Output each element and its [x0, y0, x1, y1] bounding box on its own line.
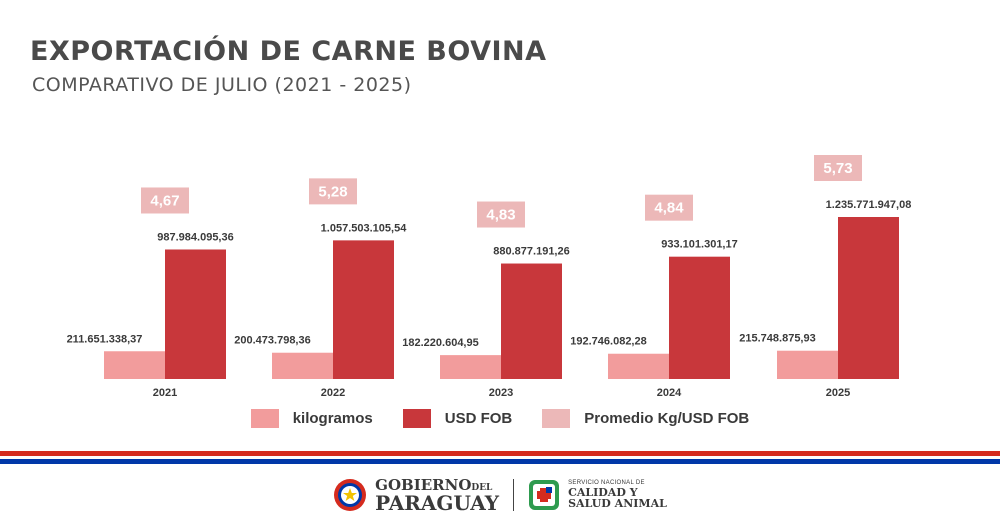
bar-kilogramos-2024	[608, 353, 669, 379]
label-promedio-2024: 4,84	[654, 200, 684, 217]
label-kilogramos-2022: 200.473.798,36	[234, 335, 310, 347]
badge-promedio-2023	[477, 201, 525, 228]
flag-stripe-white	[0, 456, 1000, 459]
flag-stripe-red	[0, 451, 1000, 456]
gov-line2: PARAGUAY	[375, 490, 500, 515]
chart-legend: kilogramos USD FOB Promedio Kg/USD FOB	[0, 409, 1000, 428]
bar-usd-fob-2023	[501, 263, 562, 379]
legend-swatch-usd-fob	[402, 409, 431, 428]
label-usd-fob-2022: 1.057.503.105,54	[321, 222, 408, 234]
senacsa-line1: SERVICIO NACIONAL DE	[568, 480, 645, 487]
senacsa-logo-icon	[529, 480, 560, 510]
legend-item-kilogramos: kilogramos	[250, 409, 373, 428]
label-promedio-2025: 5,73	[823, 160, 852, 177]
legend-label-usd-fob: USD FOB	[444, 410, 513, 427]
label-kilogramos-2021: 211.651.338,37	[67, 333, 143, 345]
legend-label-promedio: Promedio Kg/USD FOB	[584, 410, 750, 427]
bar-kilogramos-2023	[440, 355, 501, 379]
badge-promedio-2025	[814, 155, 862, 181]
legend-swatch-promedio	[542, 409, 571, 428]
bar-usd-fob-2025	[838, 217, 899, 379]
bar-usd-fob-2024	[669, 256, 730, 379]
bar-usd-fob-2022	[333, 240, 394, 379]
label-kilogramos-2024: 192.746.082,28	[570, 336, 646, 348]
bar-usd-fob-2021	[165, 249, 226, 379]
footer-logos: GOBIERNODEL PARAGUAY SERVICIO NACIONAL D…	[0, 470, 1000, 520]
x-tick-label-2024: 2024	[657, 387, 682, 399]
label-promedio-2022: 5,28	[318, 183, 347, 200]
bar-kilogramos-2025	[777, 350, 838, 379]
gov-line1-b: DEL	[471, 482, 493, 493]
paraguay-seal-icon	[334, 479, 367, 511]
x-tick-label-2023: 2023	[489, 387, 513, 399]
legend-swatch-kilogramos	[250, 409, 279, 428]
footer-divider	[513, 479, 515, 511]
gov-line1-a: GOBIERNO	[375, 475, 472, 494]
label-kilogramos-2025: 215.748.875,93	[739, 333, 815, 345]
label-promedio-2021: 4,67	[150, 192, 179, 209]
label-usd-fob-2024: 933.101.301,17	[661, 239, 737, 251]
badge-promedio-2022	[309, 178, 357, 205]
x-tick-label-2025: 2025	[826, 387, 850, 399]
senacsa-line2: CALIDAD Y	[568, 485, 638, 499]
bar-chart: 211.651.338,37 987.984.095,36 4,67 2021 200.…	[67, 155, 912, 399]
flag-stripe-blue	[0, 459, 1000, 464]
legend-label-kilogramos: kilogramos	[292, 410, 373, 427]
legend-item-promedio: Promedio Kg/USD FOB	[542, 409, 749, 428]
chart-title: EXPORTACIÓN DE CARNE BOVINA	[30, 36, 547, 67]
x-tick-label-2022: 2022	[321, 387, 345, 399]
label-usd-fob-2025: 1.235.771.947,08	[826, 199, 912, 211]
legend-item-usd-fob: USD FOB	[402, 409, 513, 428]
senacsa-logo: SERVICIO NACIONAL DE CALIDAD Y SALUD ANI…	[528, 479, 667, 511]
bar-kilogramos-2022	[272, 352, 333, 379]
senacsa-line3: SALUD ANIMAL	[568, 497, 667, 511]
label-kilogramos-2023: 182.220.604,95	[402, 337, 478, 349]
chart-subtitle: COMPARATIVO DE JULIO (2021 - 2025)	[32, 74, 412, 96]
label-promedio-2023: 4,83	[486, 207, 515, 224]
badge-promedio-2024	[645, 194, 693, 221]
badge-promedio-2021	[141, 187, 189, 214]
x-tick-label-2021: 2021	[153, 387, 177, 399]
label-usd-fob-2023: 880.877.191,26	[493, 246, 569, 258]
label-usd-fob-2021: 987.984.095,36	[157, 231, 233, 243]
bar-kilogramos-2021	[104, 351, 165, 379]
gobierno-paraguay-logo: GOBIERNODEL PARAGUAY	[333, 475, 500, 515]
